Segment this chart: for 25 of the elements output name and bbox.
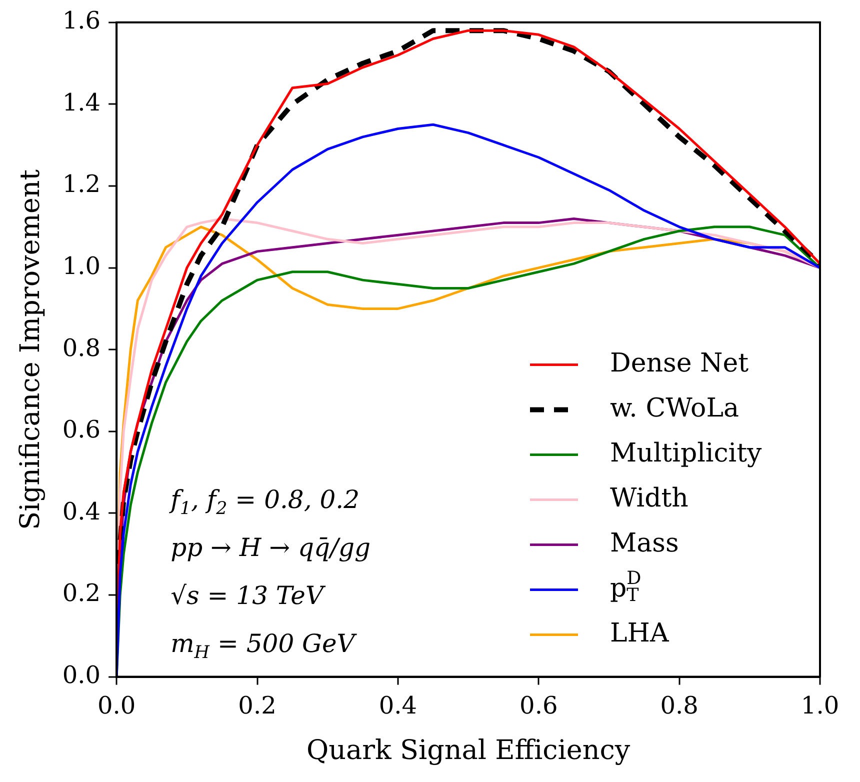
legend-label: Dense Net	[610, 348, 750, 379]
x-tick-label: 0.2	[238, 691, 276, 720]
legend-label: Mass	[610, 528, 679, 559]
y-tick-label: 1.0	[62, 252, 101, 280]
legend-label: w. CWoLa	[610, 394, 739, 424]
y-tick-label: 0.2	[62, 579, 101, 608]
y-tick-label: 0.6	[62, 416, 101, 444]
y-tick-label: 0.0	[62, 661, 101, 690]
y-tick-label: 0.4	[62, 497, 101, 526]
x-tick-label: 0.6	[520, 691, 558, 720]
legend-label: Multiplicity	[610, 438, 762, 469]
y-tick-label: 1.2	[62, 170, 101, 198]
x-tick-label: 0.4	[378, 691, 418, 720]
y-tick-label: 1.6	[62, 6, 101, 35]
x-axis-title: Quark Signal Efficiency	[306, 734, 631, 766]
y-tick-label: 0.8	[62, 334, 101, 362]
x-tick-label: 1.0	[800, 691, 840, 720]
x-tick-label: 0.0	[97, 691, 136, 720]
y-tick-label: 1.4	[62, 88, 101, 116]
annotation: pp → H → qq̄/gg	[170, 532, 371, 562]
x-tick-label: 0.8	[660, 691, 698, 720]
annotation: √s = 13 TeV	[170, 580, 326, 610]
y-axis-title: Significance Improvement	[15, 169, 46, 530]
legend-label: LHA	[610, 618, 670, 649]
legend-label: Width	[610, 484, 689, 514]
